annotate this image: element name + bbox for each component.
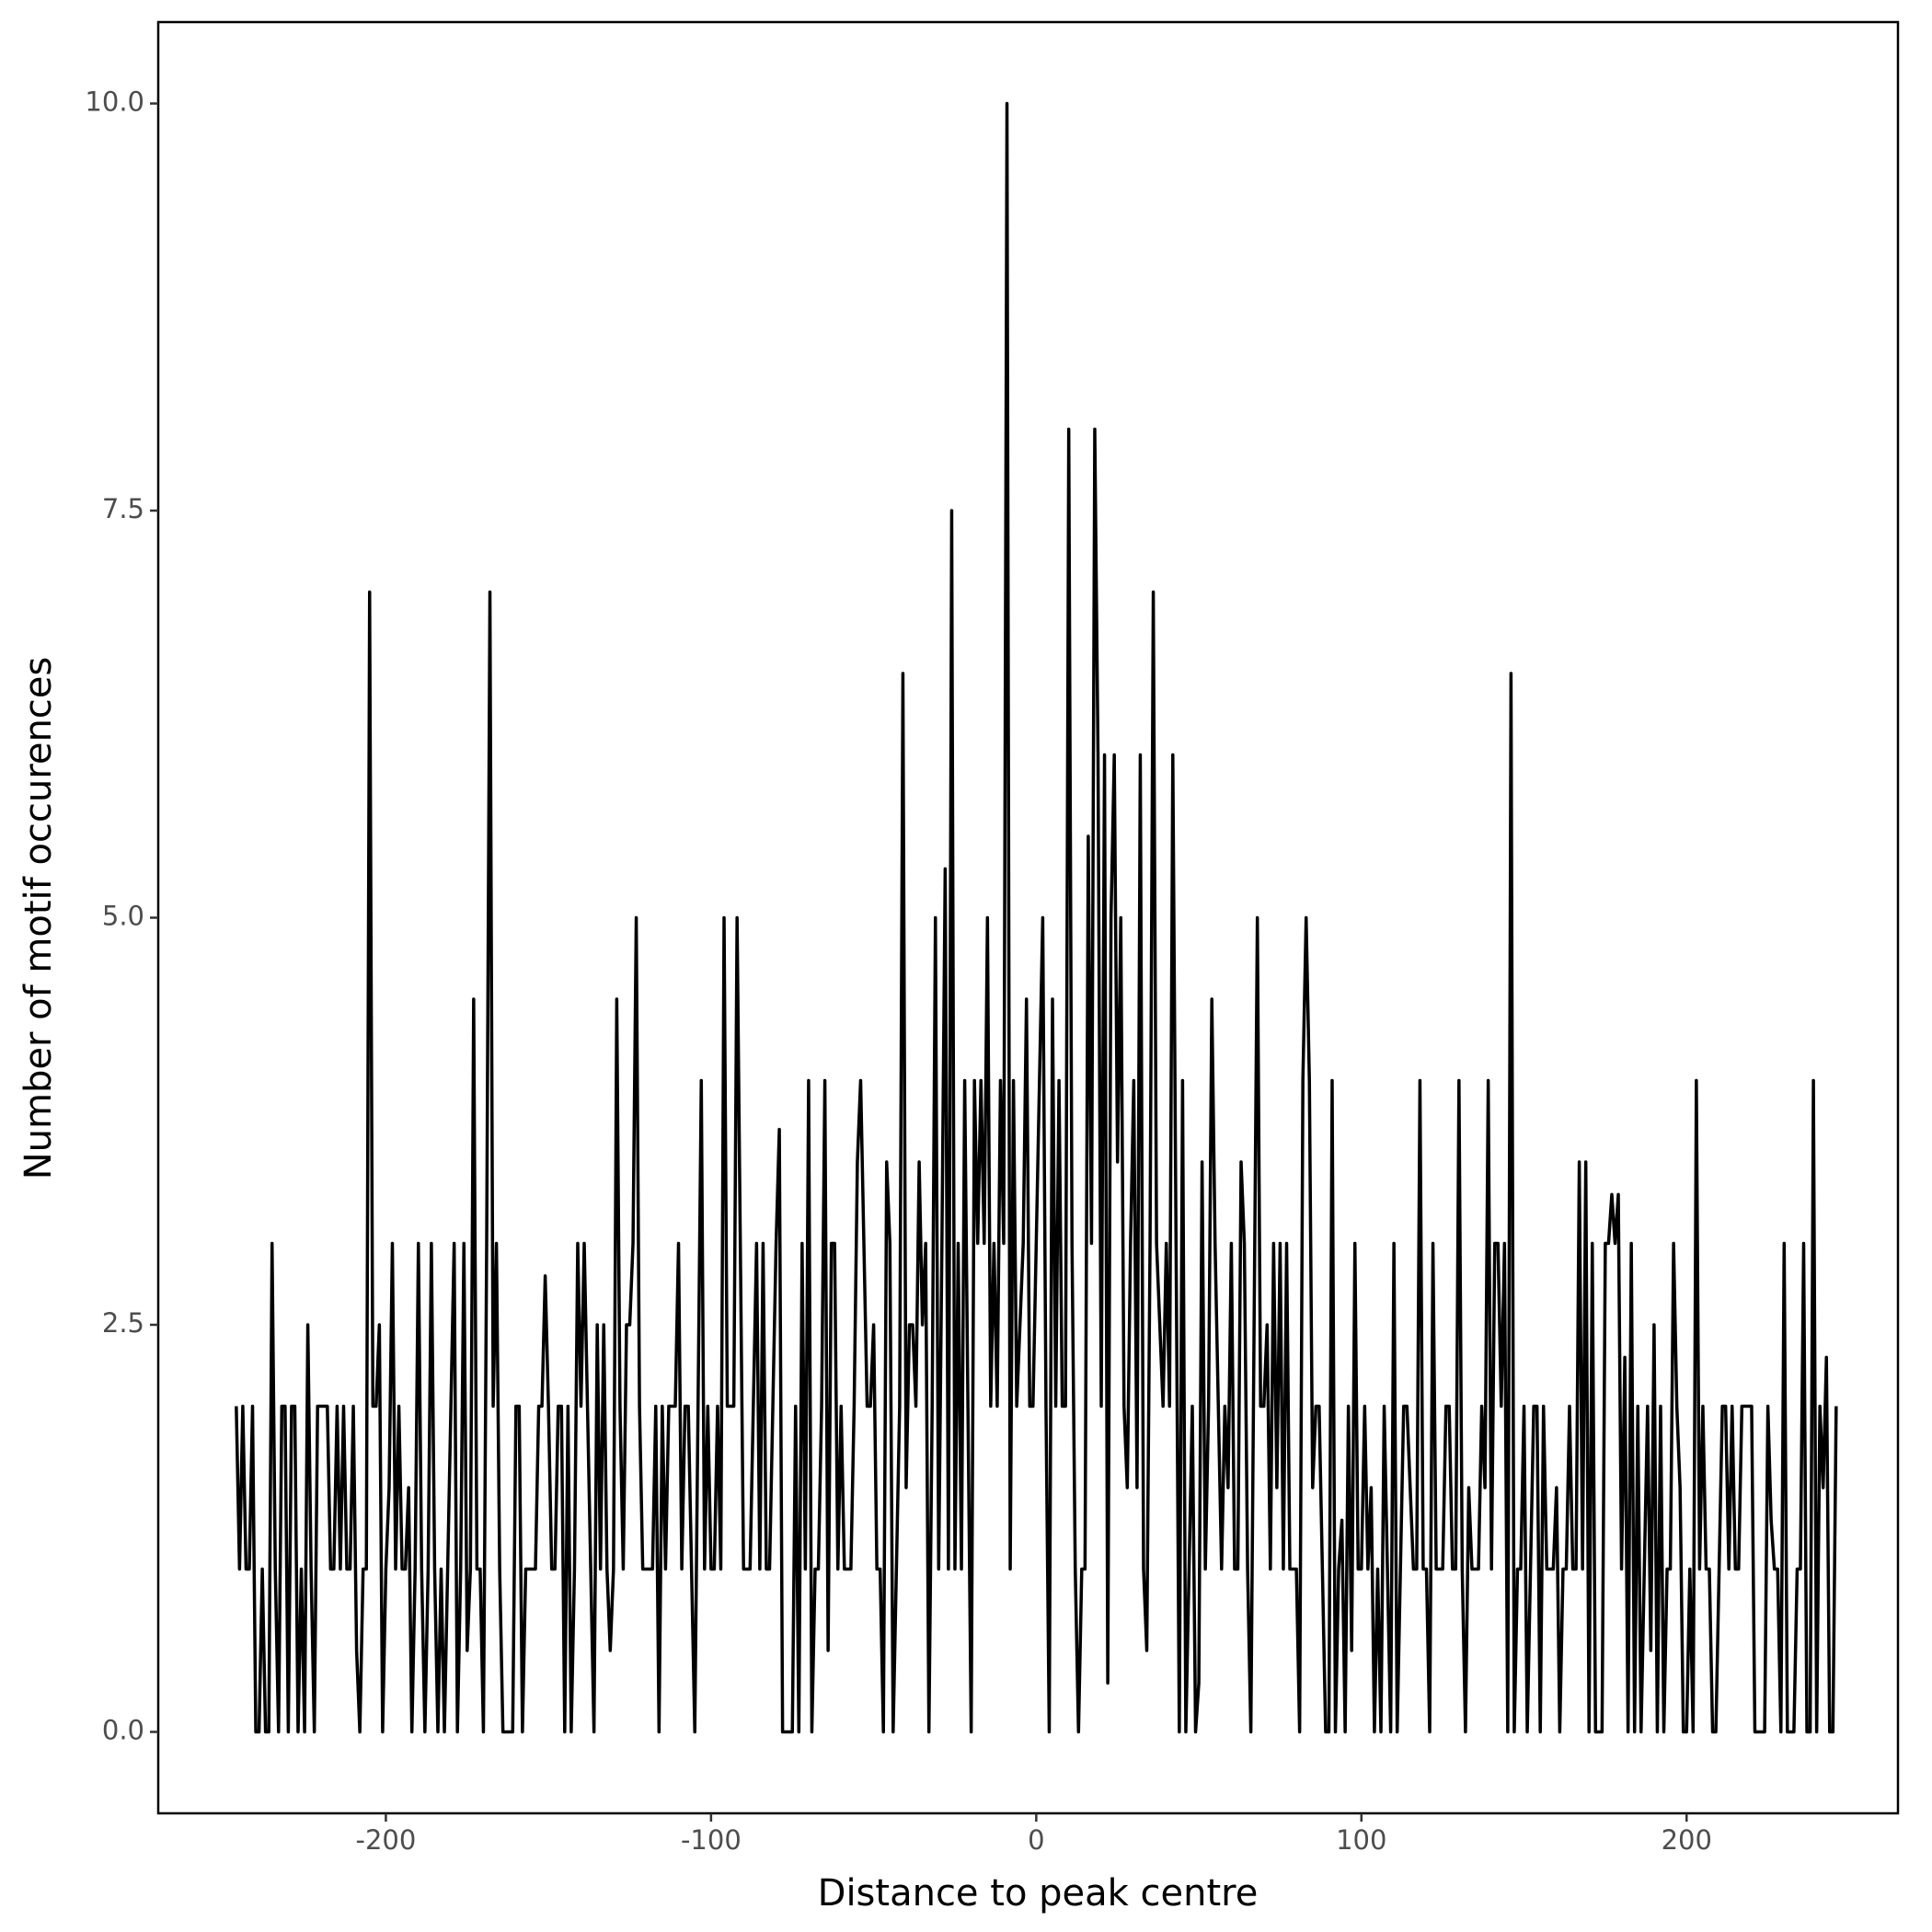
- x-tick-label: 100: [1336, 1824, 1386, 1856]
- x-axis-title: Distance to peak centre: [818, 1872, 1259, 1915]
- data-line: [235, 101, 1838, 1734]
- y-tick-label: 0.0: [102, 1715, 144, 1746]
- y-axis-title: Number of motif occurences: [17, 657, 60, 1179]
- x-tick-label: 0: [1028, 1824, 1044, 1856]
- x-tick-label: 200: [1662, 1824, 1712, 1856]
- y-tick-label: 10.0: [85, 86, 144, 118]
- y-tick-label: 5.0: [102, 901, 144, 932]
- x-tick-label: -100: [681, 1824, 742, 1856]
- y-tick-label: 2.5: [102, 1307, 144, 1339]
- x-tick-label: -200: [356, 1824, 417, 1856]
- y-tick-label: 7.5: [102, 493, 144, 524]
